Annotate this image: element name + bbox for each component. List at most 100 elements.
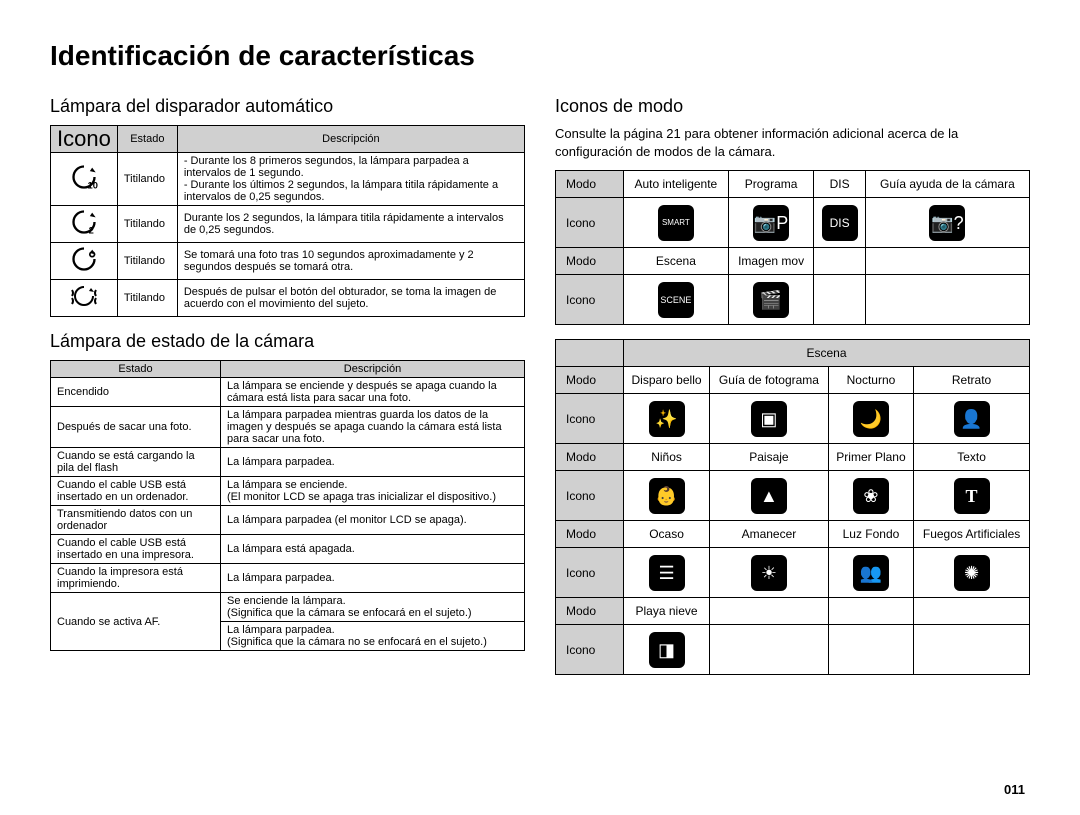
mode-label: Ocaso: [624, 521, 710, 548]
col-state: Estado: [117, 126, 177, 153]
cell-state: Titilando: [117, 280, 177, 317]
backlight-icon: 👥: [853, 555, 889, 591]
svg-text:10: 10: [87, 181, 97, 191]
row-label-icon: Icono: [556, 625, 624, 675]
col-icon: Icono: [51, 126, 118, 153]
row-label-mode: Modo: [556, 598, 624, 625]
mode-icons-table-1: Modo Auto inteligente Programa DIS Guía …: [555, 170, 1030, 325]
table-row: Titilando Después de pulsar el botón del…: [51, 280, 525, 317]
row-label-icon: Icono: [556, 275, 624, 325]
row-label-mode: Modo: [556, 171, 624, 198]
motion-timer-icon: [51, 280, 118, 317]
cell-state: Titilando: [117, 243, 177, 280]
mode-label: Playa nieve: [624, 598, 710, 625]
mode-label: Guía ayuda de la cámara: [865, 171, 1029, 198]
row-label-mode: Modo: [556, 248, 624, 275]
row-label-mode: Modo: [556, 367, 624, 394]
table-row: Cuando la impresora está imprimiendo.La …: [51, 564, 525, 593]
cell-desc: Se tomará una foto tras 10 segundos apro…: [177, 243, 524, 280]
cell-state: Encendido: [51, 378, 221, 407]
cell-desc: La lámpara parpadea mientras guarda los …: [221, 407, 525, 448]
cell-state: Titilando: [117, 206, 177, 243]
cell-state: Cuando el cable USB está insertado en un…: [51, 535, 221, 564]
scene-icon: SCENE: [658, 282, 694, 318]
table-row: Cuando se activa AF.Se enciende la lámpa…: [51, 593, 525, 622]
movie-icon: 🎬: [753, 282, 789, 318]
page-number: 011: [1004, 782, 1025, 797]
mode-label: Guía de fotograma: [710, 367, 829, 394]
cell-desc: La lámpara se enciende y después se apag…: [221, 378, 525, 407]
cell-desc: La lámpara parpadea. (Significa que la c…: [221, 622, 525, 651]
table-row: Después de sacar una foto.La lámpara par…: [51, 407, 525, 448]
cell-desc: - Durante los 8 primeros segundos, la lá…: [177, 153, 524, 206]
cell-state: Cuando la impresora está imprimiendo.: [51, 564, 221, 593]
smart-auto-icon: SMART: [658, 205, 694, 241]
table-row: 10 Titilando - Durante los 8 primeros se…: [51, 153, 525, 206]
cell-state: Titilando: [117, 153, 177, 206]
frame-guide-icon: ▣: [751, 401, 787, 437]
landscape-icon: ▲: [751, 478, 787, 514]
table-row: Cuando el cable USB está insertado en un…: [51, 535, 525, 564]
section2-title: Lámpara de estado de la cámara: [50, 331, 525, 352]
table-row: EncendidoLa lámpara se enciende y despué…: [51, 378, 525, 407]
row-label-icon: Icono: [556, 198, 624, 248]
mode-icons-table-scene: Escena Modo Disparo bello Guía de fotogr…: [555, 339, 1030, 675]
cell-desc: Se enciende la lámpara. (Significa que l…: [221, 593, 525, 622]
mode-label: Programa: [728, 171, 814, 198]
cell-desc: La lámpara se enciende. (El monitor LCD …: [221, 477, 525, 506]
cell-state: Transmitiendo datos con un ordenador: [51, 506, 221, 535]
dis-icon: DIS: [822, 205, 858, 241]
svg-text:2: 2: [89, 226, 94, 236]
dawn-icon: ☀: [751, 555, 787, 591]
self-timer-table: Icono Estado Descripción 10 Titilando - …: [50, 125, 525, 317]
cell-desc: La lámpara parpadea (el monitor LCD se a…: [221, 506, 525, 535]
col-desc: Descripción: [221, 361, 525, 378]
night-icon: 🌙: [853, 401, 889, 437]
closeup-icon: ❀: [853, 478, 889, 514]
timer-10-icon: 10: [51, 153, 118, 206]
cell-desc: La lámpara parpadea.: [221, 448, 525, 477]
fireworks-icon: ✺: [954, 555, 990, 591]
mode-label: Primer Plano: [828, 444, 913, 471]
mode-label: DIS: [814, 171, 865, 198]
timer-double-icon: [51, 243, 118, 280]
cell-desc: La lámpara parpadea.: [221, 564, 525, 593]
children-icon: 👶: [649, 478, 685, 514]
sunset-icon: ☰: [649, 555, 685, 591]
col-state: Estado: [51, 361, 221, 378]
row-label-icon: Icono: [556, 471, 624, 521]
table-row: 2 Titilando Durante los 2 segundos, la l…: [51, 206, 525, 243]
row-label-mode: Modo: [556, 521, 624, 548]
cell-desc: La lámpara está apagada.: [221, 535, 525, 564]
mode-icons-intro: Consulte la página 21 para obtener infor…: [555, 125, 1030, 160]
cell-desc: Durante los 2 segundos, la lámpara titil…: [177, 206, 524, 243]
cell-desc: Después de pulsar el botón del obturador…: [177, 280, 524, 317]
table-row: Cuando se está cargando la pila del flas…: [51, 448, 525, 477]
table-row: Cuando el cable USB está insertado en un…: [51, 477, 525, 506]
table-row: Titilando Se tomará una foto tras 10 seg…: [51, 243, 525, 280]
page-title: Identificación de características: [50, 40, 1030, 72]
beauty-shot-icon: ✨: [649, 401, 685, 437]
row-label-mode: Modo: [556, 444, 624, 471]
mode-label: Niños: [624, 444, 710, 471]
row-label-icon: Icono: [556, 548, 624, 598]
cell-state: Cuando se está cargando la pila del flas…: [51, 448, 221, 477]
program-icon: 📷P: [753, 205, 789, 241]
beach-snow-icon: ◨: [649, 632, 685, 668]
mode-label: Escena: [624, 248, 729, 275]
col-desc: Descripción: [177, 126, 524, 153]
section1-title: Lámpara del disparador automático: [50, 96, 525, 117]
mode-label: Imagen mov: [728, 248, 814, 275]
left-column: Lámpara del disparador automático Icono …: [50, 92, 525, 689]
mode-label: Nocturno: [828, 367, 913, 394]
mode-label: Texto: [914, 444, 1030, 471]
mode-icons-title: Iconos de modo: [555, 96, 1030, 117]
cell-state: Cuando se activa AF.: [51, 593, 221, 651]
help-guide-icon: 📷?: [929, 205, 965, 241]
mode-label: Fuegos Artificiales: [914, 521, 1030, 548]
mode-label: Auto inteligente: [624, 171, 729, 198]
mode-label: Paisaje: [710, 444, 829, 471]
portrait-icon: 👤: [954, 401, 990, 437]
text-icon: T: [954, 478, 990, 514]
row-label-icon: Icono: [556, 394, 624, 444]
